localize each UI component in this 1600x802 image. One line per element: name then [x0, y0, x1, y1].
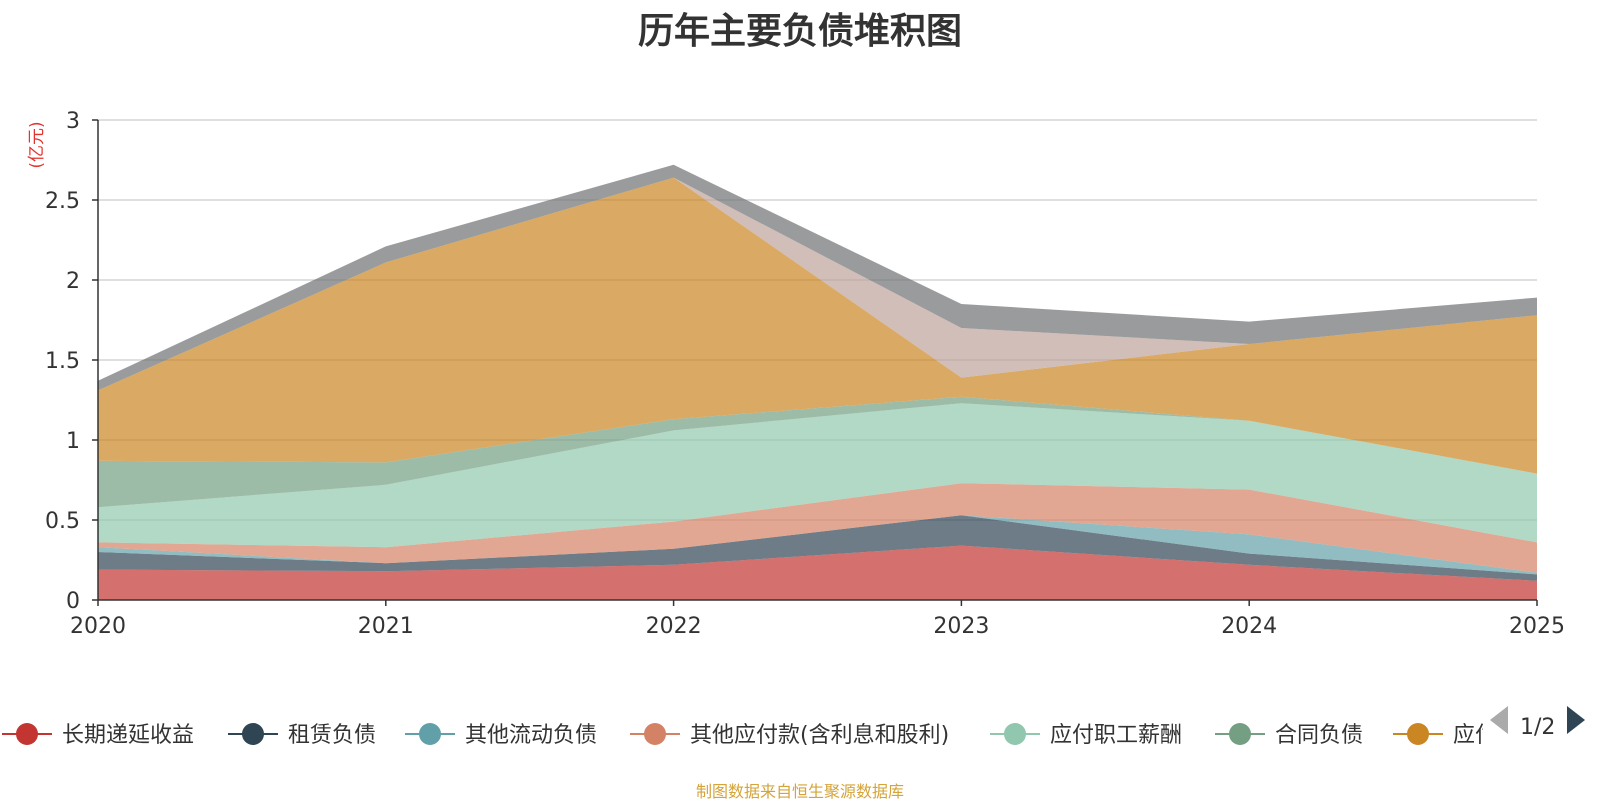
legend-circle-icon [1004, 723, 1026, 745]
area-series-2[interactable] [98, 515, 1537, 575]
area-series-6[interactable] [98, 177, 1537, 474]
legend-page-prev-button[interactable] [1490, 706, 1508, 734]
legend-label: 长期递延收益 [62, 723, 194, 748]
legend-item[interactable]: 长期递延收益 [2, 723, 194, 748]
legend-circle-icon [419, 723, 441, 745]
legend-item[interactable]: 合同负债 [1215, 723, 1363, 748]
legend-page-next-button[interactable] [1567, 706, 1585, 734]
x-tick-labels: 2020 2021 2022 2023 2024 2025 [70, 600, 1565, 639]
area-series-8[interactable] [98, 164, 1537, 391]
legend: 1/2 长期递延收益 租赁负债 其他流动负债 其他应付款(含利息和股利) 应付职工薪酬 合… [2, 706, 1585, 748]
y-tick-label: 2 [66, 269, 80, 294]
y-tick-label: 0.5 [45, 509, 80, 534]
area-layer [98, 164, 1537, 600]
legend-page-indicator: 1/2 [1520, 715, 1555, 740]
x-tick-label: 2022 [646, 614, 702, 639]
y-tick-label: 2.5 [45, 189, 80, 214]
area-series-0[interactable] [98, 545, 1537, 600]
y-tick-label: 1.5 [45, 349, 80, 374]
area-series-3[interactable] [98, 483, 1537, 573]
x-tick-label: 2025 [1509, 614, 1565, 639]
legend-next-arrow-icon[interactable] [1567, 706, 1585, 734]
legend-items: 长期递延收益 租赁负债 其他流动负债 其他应付款(含利息和股利) 应付职工薪酬 合同负债 应… [2, 723, 1497, 748]
area-series-4[interactable] [98, 403, 1537, 548]
legend-prev-arrow-icon[interactable] [1490, 706, 1508, 734]
legend-item[interactable]: 应付 [1393, 723, 1497, 748]
x-tick-label: 2023 [933, 614, 989, 639]
legend-label: 合同负债 [1275, 723, 1363, 748]
legend-item[interactable]: 租赁负债 [228, 723, 376, 748]
legend-label: 其他流动负债 [465, 723, 597, 748]
legend-item[interactable]: 应付职工薪酬 [990, 723, 1182, 748]
chart-title: 历年主要负债堆积图 [637, 11, 962, 52]
legend-circle-icon [1407, 723, 1429, 745]
legend-circle-icon [644, 723, 666, 745]
legend-label: 其他应付款(含利息和股利) [690, 723, 949, 748]
legend-circle-icon [242, 723, 264, 745]
y-tick-label: 0 [66, 589, 80, 614]
legend-circle-icon [1229, 723, 1251, 745]
x-tick-label: 2021 [358, 614, 414, 639]
legend-circle-icon [16, 723, 38, 745]
x-tick-label: 2024 [1221, 614, 1277, 639]
y-tick-labels: 0 0.5 1 1.5 2 2.5 3 [45, 109, 98, 614]
area-series-1[interactable] [98, 515, 1537, 581]
y-tick-label: 1 [66, 429, 80, 454]
legend-label: 应付 [1453, 723, 1497, 748]
legend-item[interactable]: 其他流动负债 [405, 723, 597, 748]
legend-item[interactable]: 其他应付款(含利息和股利) [630, 723, 949, 748]
legend-label: 租赁负债 [288, 723, 376, 748]
legend-label: 应付职工薪酬 [1050, 723, 1182, 748]
source-note: 制图数据来自恒生聚源数据库 [695, 782, 904, 801]
y-unit-label: (亿元) [27, 121, 47, 168]
y-tick-label: 3 [66, 109, 80, 134]
x-tick-label: 2020 [70, 614, 126, 639]
